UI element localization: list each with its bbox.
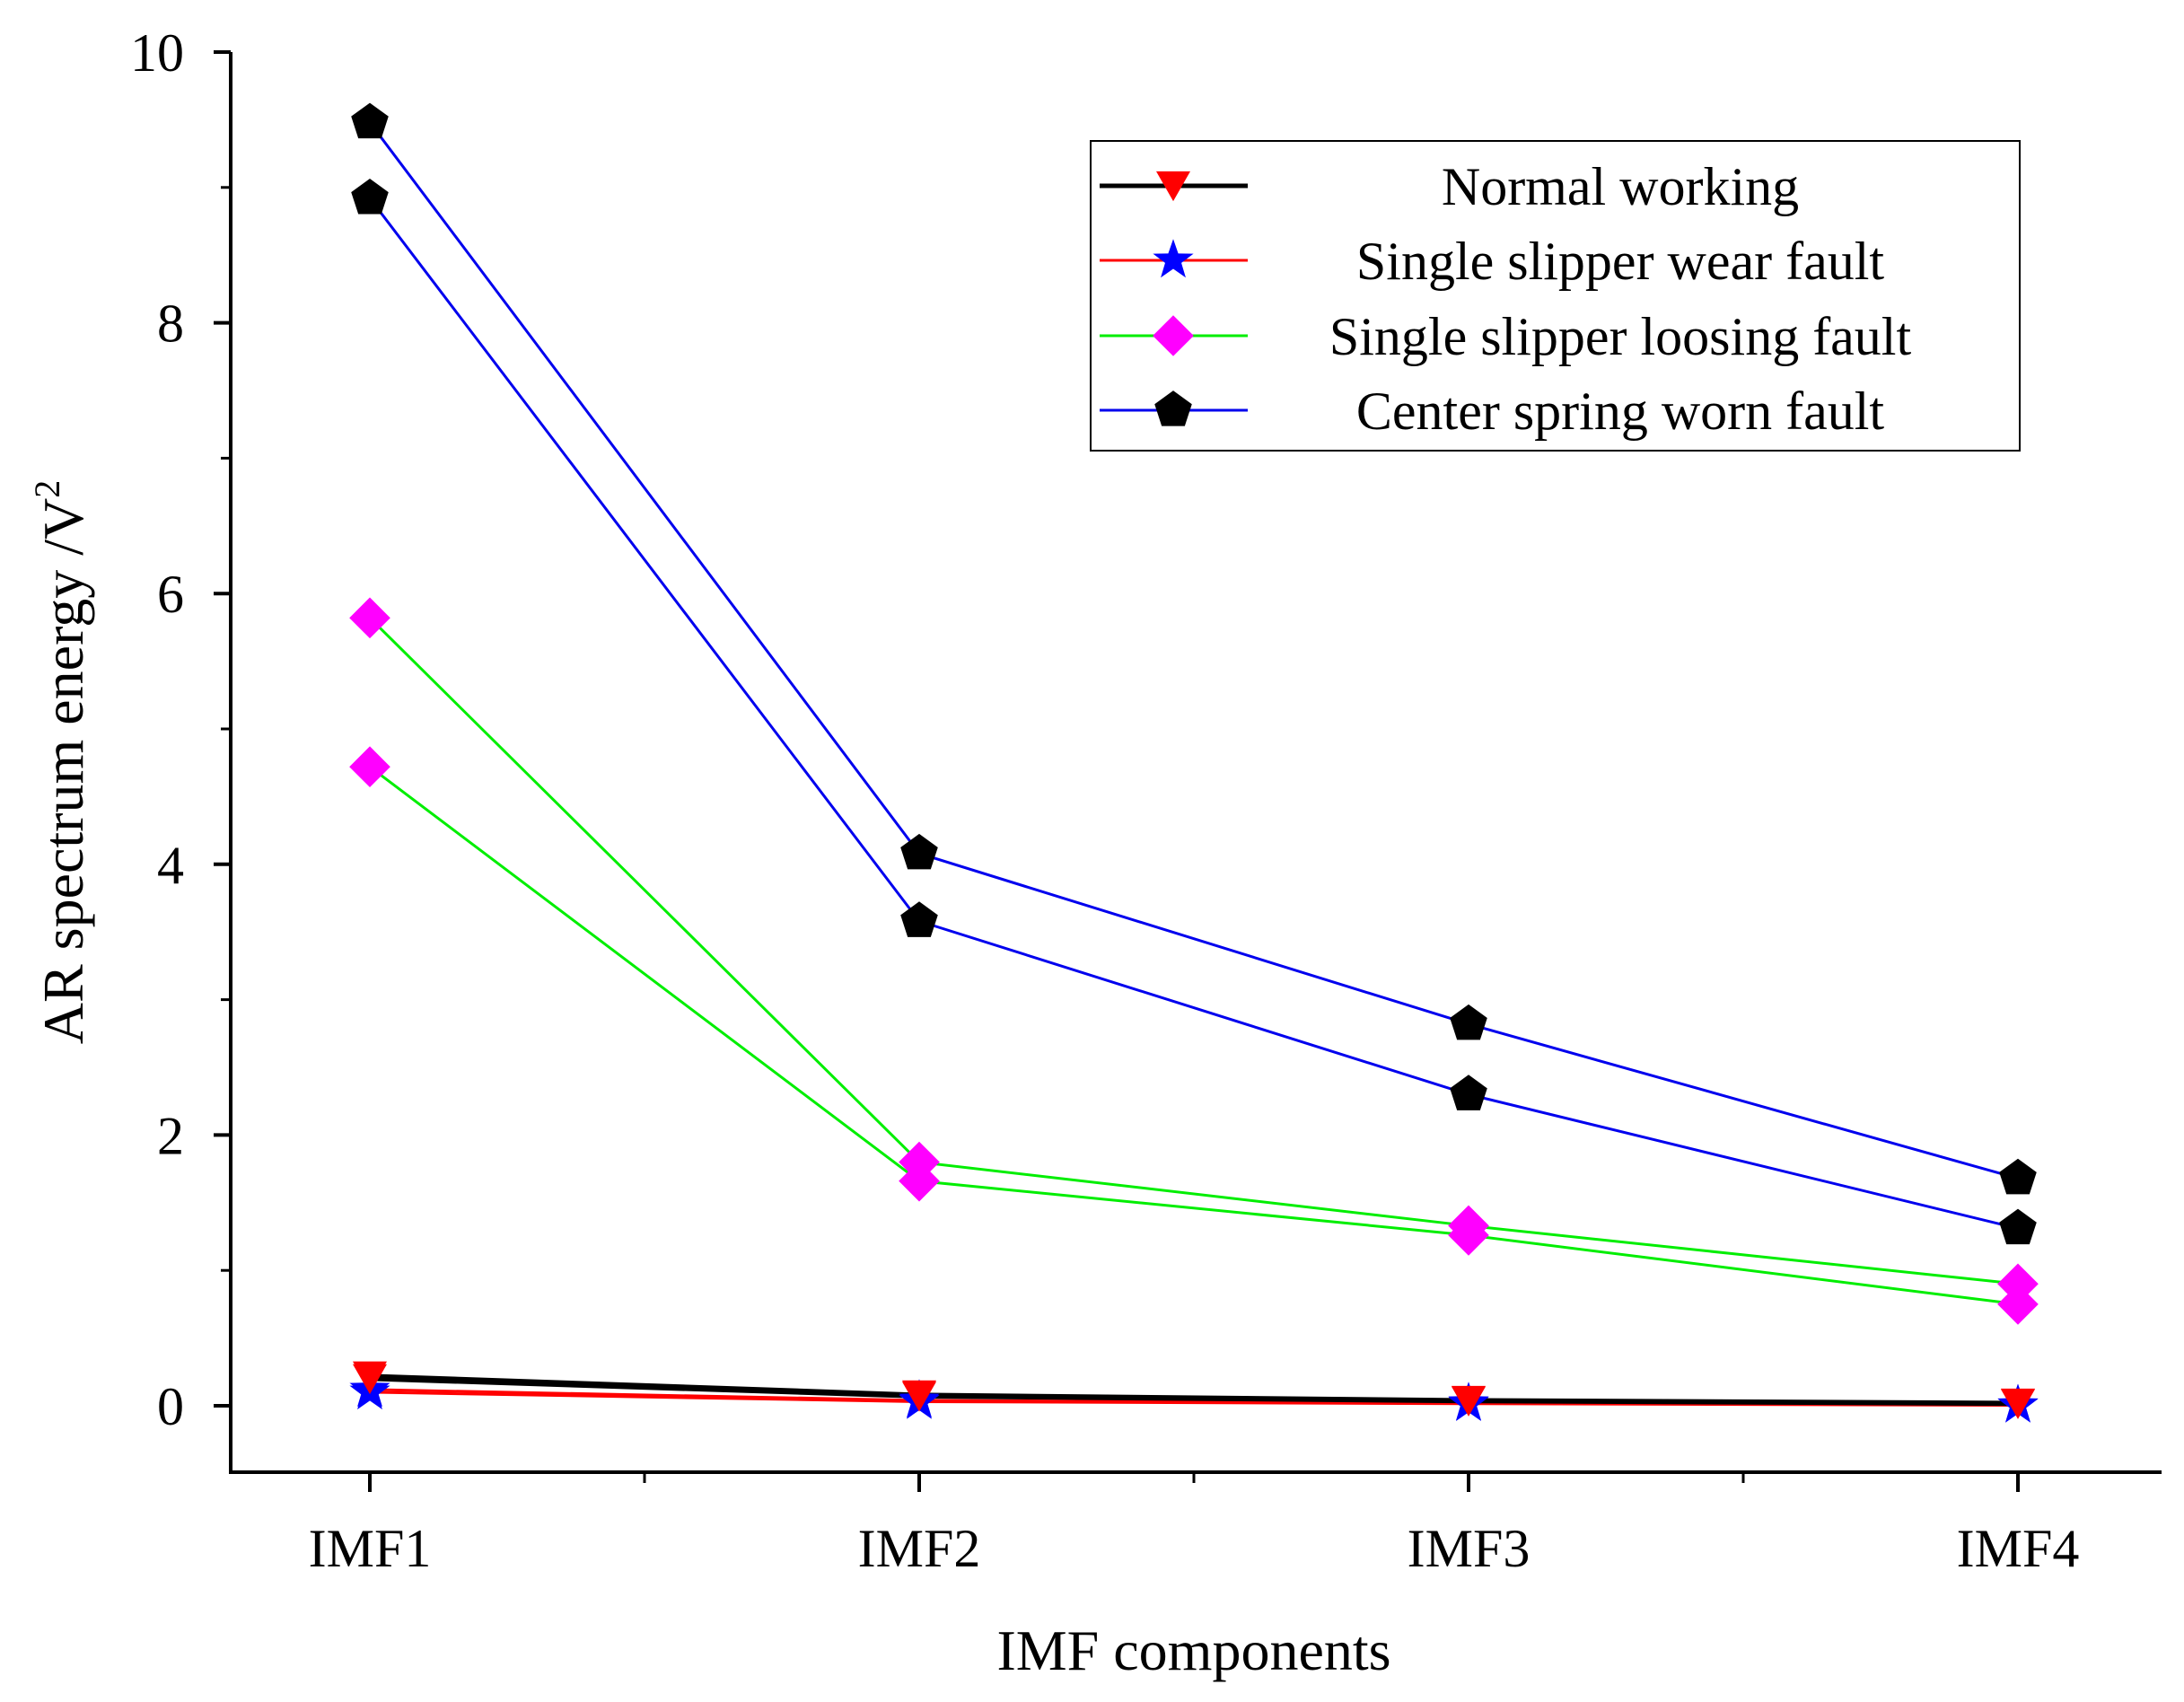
data-point xyxy=(1999,1158,2037,1195)
x-ticks: IMF1 IMF2 IMF3 IMF4 xyxy=(309,1472,2080,1578)
data-point xyxy=(1450,1004,1487,1040)
x-tick-label: IMF1 xyxy=(309,1519,432,1578)
data-point xyxy=(2001,1389,2035,1419)
data-point xyxy=(900,833,938,870)
series-line xyxy=(368,121,2019,1180)
legend-label: Center spring worn fault xyxy=(1356,382,1885,441)
y-tick-label: 8 xyxy=(157,294,184,354)
legend-marker xyxy=(1154,390,1192,426)
data-point xyxy=(1450,1075,1487,1110)
data-point xyxy=(351,102,389,139)
series-line xyxy=(368,617,2019,1285)
data-point xyxy=(349,746,390,788)
data-point xyxy=(1452,1386,1486,1417)
series-layer xyxy=(349,102,2039,1423)
legend-marker xyxy=(1156,171,1190,202)
legend-marker xyxy=(1153,315,1194,356)
data-point xyxy=(1997,1284,2039,1325)
y-tick-label: 10 xyxy=(130,23,184,83)
legend-label: Single slipper wear fault xyxy=(1356,232,1884,291)
series-3 xyxy=(368,121,2019,1230)
legend-frame xyxy=(1090,140,2021,452)
series-markers-0 xyxy=(353,1361,2035,1419)
y-tick-label: 0 xyxy=(157,1377,184,1436)
y-axis-title: AR spectrum energy /V2 xyxy=(27,480,95,1044)
series-markers-3 xyxy=(351,102,2037,1245)
series-line xyxy=(369,766,2019,1306)
legend-items: Normal working Single slipper wear fault S… xyxy=(1100,157,1911,441)
series-line xyxy=(368,197,2019,1230)
legend-label: Normal working xyxy=(1442,157,1799,216)
data-point xyxy=(902,1382,936,1412)
y-axis-title-main: AR spectrum energy /V xyxy=(31,498,95,1044)
y-tick-label: 2 xyxy=(157,1106,184,1165)
x-tick-label: IMF3 xyxy=(1408,1519,1531,1578)
series-0 xyxy=(369,1373,2019,1407)
data-point xyxy=(349,597,390,639)
data-point xyxy=(353,1364,387,1394)
data-point xyxy=(900,901,938,937)
data-point xyxy=(1999,1208,2037,1245)
x-tick-label: IMF4 xyxy=(1957,1519,2080,1578)
y-ticks: 0 2 4 6 8 10 xyxy=(130,23,231,1436)
data-point xyxy=(351,179,389,215)
series-2 xyxy=(368,617,2019,1306)
y-tick-label: 4 xyxy=(157,836,184,895)
legend-marker xyxy=(1153,239,1194,278)
x-tick-label: IMF2 xyxy=(858,1519,981,1578)
y-tick-label: 6 xyxy=(157,565,184,624)
series-line xyxy=(369,1376,2019,1407)
data-point xyxy=(899,1160,940,1202)
legend-label: Single slipper loosing fault xyxy=(1329,307,1912,366)
series-markers-2 xyxy=(349,597,2039,1325)
x-axis-title: IMF components xyxy=(996,1619,1390,1682)
y-axis-title-superscript: 2 xyxy=(27,480,67,498)
legend: Normal working Single slipper wear fault S… xyxy=(1090,140,2021,452)
data-point xyxy=(1448,1215,1489,1256)
